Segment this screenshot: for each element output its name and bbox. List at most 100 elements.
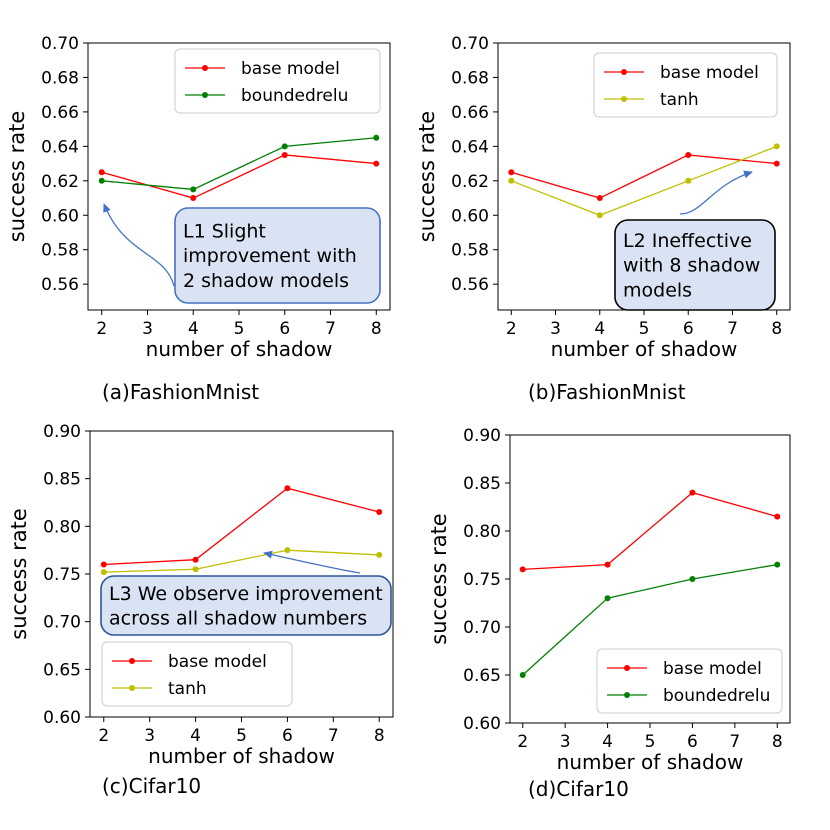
data-point (98, 177, 105, 184)
annotation-text: with 8 shadow (623, 255, 760, 277)
caption-d: (d)Cifar10 (528, 777, 629, 801)
data-point (596, 195, 603, 202)
x-tick-label: 5 (639, 319, 650, 339)
x-tick-label: 4 (602, 732, 613, 752)
y-tick-label: 0.70 (41, 34, 79, 54)
legend-marker (202, 92, 208, 98)
x-tick-label: 4 (190, 726, 201, 746)
legend-box (174, 48, 381, 114)
x-tick-label: 3 (560, 732, 571, 752)
annotation-text: 2 shadow models (183, 270, 349, 292)
series-line (522, 563, 778, 676)
caption-c: (c)Cifar10 (102, 774, 202, 798)
series-line (103, 549, 380, 573)
series-line (511, 145, 777, 216)
y-tick-label: 0.64 (451, 137, 489, 157)
data-point (508, 177, 515, 184)
legend-box (101, 641, 293, 707)
y-tick-label: 0.56 (41, 275, 79, 295)
x-tick-label: 2 (96, 319, 107, 339)
data-point (100, 561, 107, 568)
y-tick-label: 0.75 (463, 570, 501, 590)
legend-marker (621, 96, 627, 102)
legend-label: base model (660, 63, 759, 83)
chart-c: 0.60 0.65 0.70 0.75 0.80 0.85 0.90 2 3 4 5 6 7 8 numbe… (7, 422, 394, 768)
y-tick-label: 0.68 (451, 68, 489, 88)
x-axis-label: number of shadow (551, 337, 738, 361)
x-tick-label: 2 (506, 319, 517, 339)
data-point (774, 513, 781, 520)
data-point (190, 195, 197, 202)
x-axis-label: number of shadow (557, 750, 744, 774)
legend-label: tanh (660, 90, 699, 110)
x-tick-label: 2 (517, 732, 528, 752)
caption-a: (a)FashionMnist (102, 380, 260, 404)
data-point (604, 561, 611, 568)
legend-label: tanh (168, 679, 207, 699)
y-tick-label: 0.58 (451, 241, 489, 261)
x-tick-label: 6 (683, 319, 694, 339)
data-point (284, 485, 291, 492)
x-tick-label: 3 (144, 726, 155, 746)
data-point (519, 672, 526, 678)
data-point (689, 576, 696, 582)
x-tick-label: 2 (98, 726, 109, 746)
series-line (522, 491, 778, 571)
annotation-text: across all shadow numbers (109, 608, 367, 630)
legend-marker (129, 658, 135, 664)
legend-box (596, 648, 783, 714)
series-line (101, 137, 377, 191)
x-tick-label: 3 (142, 319, 153, 339)
annotation-text: L2 Ineffective (623, 230, 752, 252)
annotation-box (174, 207, 381, 304)
y-tick-label: 0.66 (451, 103, 489, 123)
legend-marker (621, 69, 627, 75)
annotation-text: improvement with (183, 245, 357, 267)
data-point (100, 569, 107, 576)
x-tick-label: 5 (236, 726, 247, 746)
x-tick-label: 6 (282, 726, 293, 746)
legend-label: base model (663, 659, 762, 679)
annotation-text: L1 Slight (183, 220, 266, 242)
legend-marker (624, 665, 630, 671)
y-tick-label: 0.90 (463, 426, 501, 446)
data-point (281, 151, 288, 158)
x-tick-label: 7 (729, 732, 740, 752)
annotation-box (100, 575, 392, 636)
data-point (774, 561, 781, 568)
legend-label: base model (241, 59, 340, 79)
y-tick-label: 0.66 (41, 103, 79, 123)
data-point (281, 143, 288, 150)
chart-a: 0.56 0.58 0.60 0.62 0.64 0.66 0.68 0.70 2 3 4 5 6 7 8 n… (5, 34, 391, 361)
y-axis-label: success rate (5, 111, 29, 242)
y-axis-label: success rate (7, 508, 31, 639)
y-tick-label: 0.70 (463, 618, 501, 638)
data-point (519, 566, 526, 573)
data-point (373, 160, 380, 167)
data-point (508, 169, 515, 176)
legend-label: boundedrelu (663, 686, 770, 706)
x-tick-label: 5 (234, 319, 245, 339)
chart-b: 0.56 0.58 0.60 0.62 0.64 0.66 0.68 0.70 2 3 4 5 6 7 8 n… (415, 34, 791, 361)
data-point (685, 177, 692, 184)
x-tick-label: 6 (687, 732, 698, 752)
legend-marker (624, 692, 630, 698)
y-tick-label: 0.60 (451, 206, 489, 226)
data-point (596, 212, 603, 219)
y-tick-label: 0.80 (43, 517, 81, 537)
x-tick-label: 4 (188, 319, 199, 339)
y-tick-label: 0.58 (41, 241, 79, 261)
y-tick-label: 0.75 (43, 565, 81, 585)
y-axis-label: success rate (415, 111, 439, 242)
legend-label: base model (168, 652, 267, 672)
data-point (376, 551, 383, 558)
y-axis-label: success rate (427, 513, 451, 644)
x-tick-label: 7 (328, 726, 339, 746)
series-line (511, 154, 777, 199)
series-line (101, 154, 377, 199)
data-point (685, 151, 692, 158)
data-point (192, 566, 199, 573)
y-tick-label: 0.85 (43, 470, 81, 490)
data-point (376, 509, 383, 516)
